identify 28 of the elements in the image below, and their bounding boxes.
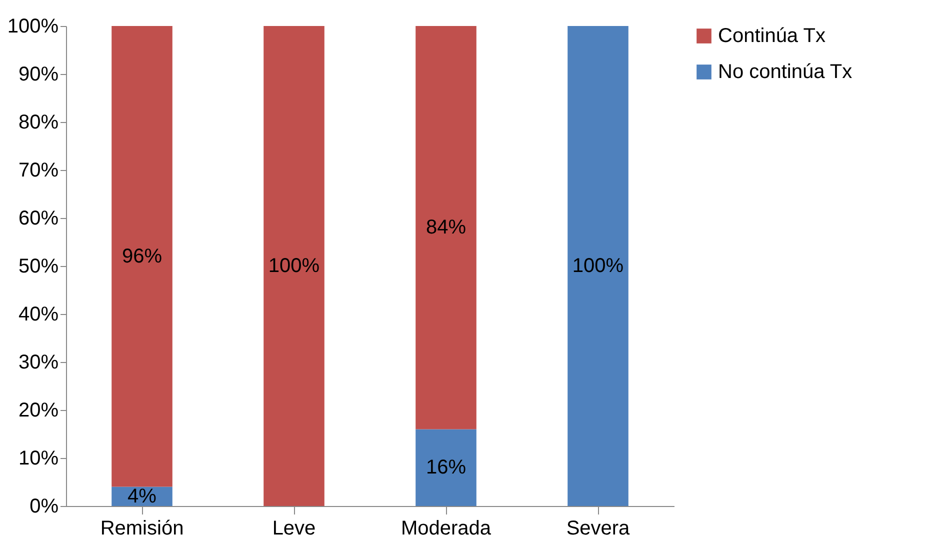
legend-label: Continúa Tx bbox=[718, 25, 826, 47]
y-tick-label: 90% bbox=[18, 64, 59, 86]
x-tick-label: Leve bbox=[272, 518, 316, 540]
y-tick-label: 40% bbox=[18, 304, 59, 326]
y-tick-label: 50% bbox=[18, 256, 59, 278]
data-label: 96% bbox=[122, 245, 162, 268]
data-label: 16% bbox=[426, 456, 466, 479]
x-tick-label: Moderada bbox=[400, 518, 492, 540]
bar bbox=[416, 429, 476, 506]
y-tick-label: 60% bbox=[18, 208, 59, 230]
y-tick-label: 80% bbox=[18, 112, 59, 134]
x-tick-label: Remisión bbox=[100, 518, 184, 540]
bar bbox=[416, 26, 476, 430]
legend-label: No continúa Tx bbox=[718, 61, 852, 83]
bar bbox=[112, 26, 172, 487]
bar bbox=[568, 26, 628, 506]
y-tick-label: 10% bbox=[18, 448, 59, 470]
y-tick-label: 20% bbox=[18, 400, 59, 422]
y-tick-label: 100% bbox=[7, 16, 59, 38]
data-label: 100% bbox=[572, 255, 624, 277]
x-tick-label: Severa bbox=[566, 518, 631, 540]
y-tick-label: 0% bbox=[30, 496, 59, 518]
data-label: 84% bbox=[426, 216, 466, 239]
y-tick-label: 70% bbox=[18, 160, 59, 182]
data-label: 100% bbox=[268, 255, 320, 277]
data-label: 4% bbox=[128, 485, 157, 508]
bar bbox=[264, 26, 324, 506]
y-tick-label: 30% bbox=[18, 352, 59, 374]
